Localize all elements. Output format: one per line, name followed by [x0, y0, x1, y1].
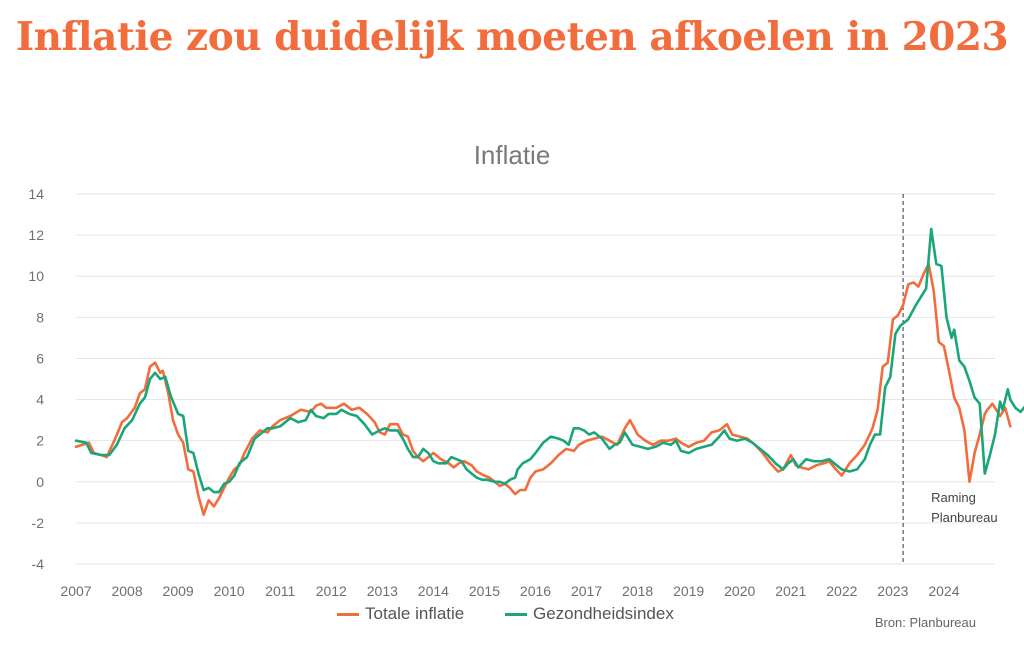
forecast-label: Planbureau: [931, 510, 998, 525]
x-tick-label: 2014: [418, 583, 449, 599]
x-tick-label: 2010: [214, 583, 245, 599]
legend-swatch-gezondheidsindex: [505, 612, 527, 616]
legend-label-totale-inflatie: Totale inflatie: [365, 604, 465, 623]
x-tick-label: 2019: [673, 583, 704, 599]
x-tick-label: 2020: [724, 583, 755, 599]
x-tick-label: 2013: [367, 583, 398, 599]
x-tick-label: 2015: [469, 583, 500, 599]
x-tick-label: 2023: [877, 583, 908, 599]
legend-item-totale-inflatie: Totale inflatie: [337, 604, 464, 624]
series-line-gezondheidsindex: [74, 227, 1024, 494]
x-tick-label: 2018: [622, 583, 653, 599]
y-tick-label: 12: [28, 227, 44, 243]
x-tick-label: 2009: [163, 583, 194, 599]
source-note: Bron: Planbureau: [874, 615, 976, 630]
y-tick-label: -4: [32, 556, 45, 572]
y-tick-label: -2: [32, 515, 45, 531]
legend-item-gezondheidsindex: Gezondheidsindex: [505, 604, 674, 624]
y-tick-label: 6: [36, 350, 44, 366]
series-line-totale-inflatie: [74, 262, 1012, 516]
y-tick-label: 10: [28, 268, 44, 284]
chart-title: Inflatie: [473, 140, 551, 170]
forecast-label: Raming: [931, 490, 976, 505]
x-tick-label: 2021: [775, 583, 806, 599]
headline: Inflatie zou duidelijk moeten afkoelen i…: [15, 14, 1009, 60]
legend: Totale inflatie Gezondheidsindex: [0, 604, 1024, 626]
x-tick-label: 2024: [928, 583, 959, 599]
x-tick-label: 2008: [111, 583, 142, 599]
y-tick-label: 14: [28, 186, 44, 202]
legend-label-gezondheidsindex: Gezondheidsindex: [533, 604, 674, 623]
x-tick-label: 2011: [265, 583, 295, 599]
y-tick-label: 2: [36, 433, 44, 449]
x-tick-label: 2016: [520, 583, 551, 599]
x-tick-label: 2007: [60, 583, 91, 599]
x-tick-label: 2012: [316, 583, 347, 599]
x-tick-label: 2022: [826, 583, 857, 599]
legend-swatch-totale-inflatie: [337, 612, 359, 616]
y-tick-label: 8: [36, 309, 44, 325]
y-tick-label: 0: [36, 474, 44, 490]
y-tick-label: 4: [36, 392, 44, 408]
x-tick-label: 2017: [571, 583, 602, 599]
